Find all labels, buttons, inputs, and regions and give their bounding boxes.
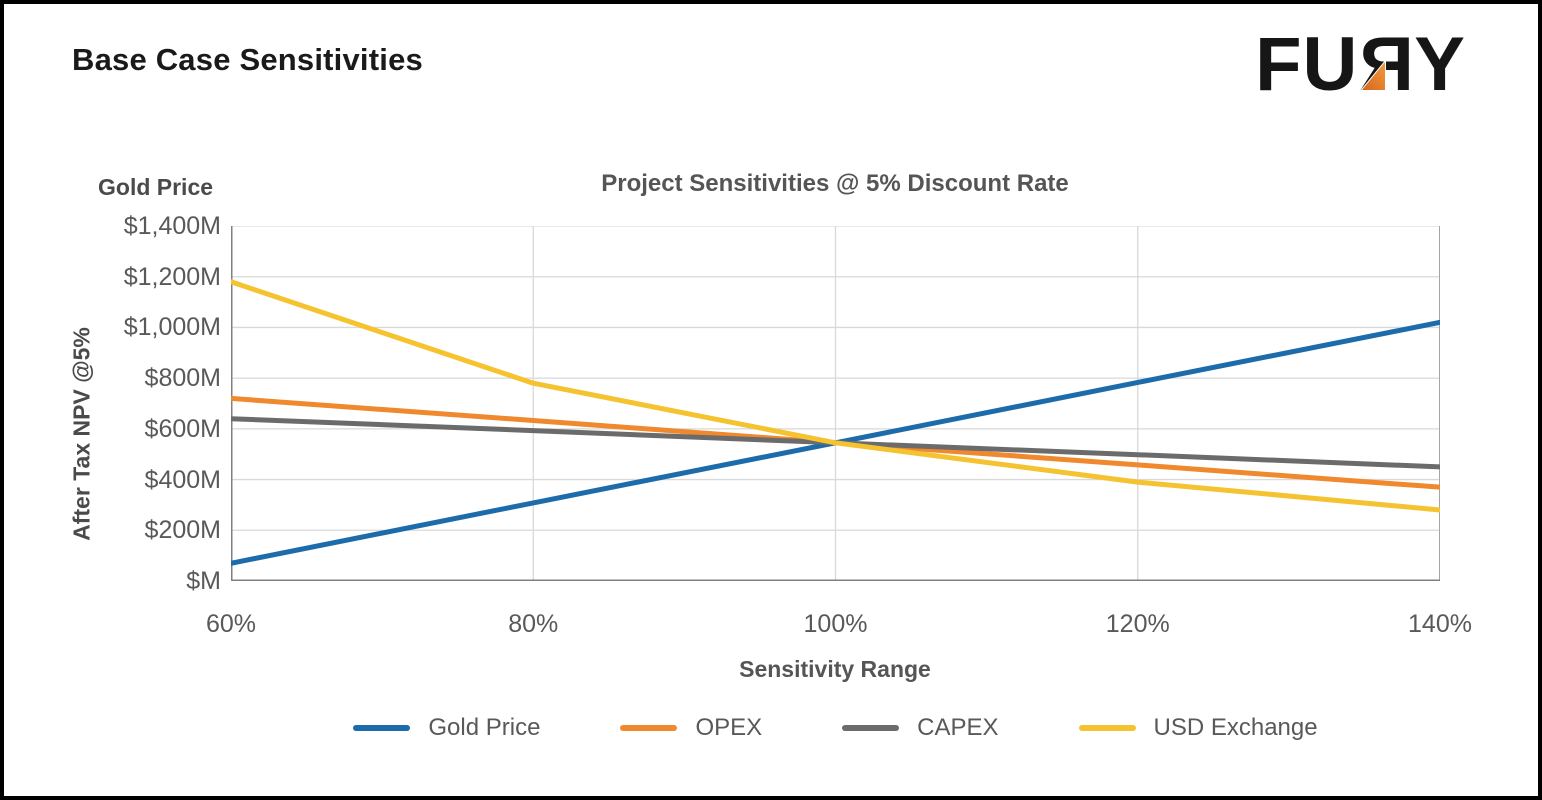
x-axis-title: Sensitivity Range xyxy=(739,656,931,682)
legend-swatch-icon xyxy=(353,725,411,731)
legend-item-usd-exchange: USD Exchange xyxy=(1078,714,1318,742)
logo-letters-fu: FU xyxy=(1255,22,1359,107)
gold-price-axis-label: Gold Price xyxy=(98,174,214,200)
page-title: Base Case Sensitivities xyxy=(72,42,423,77)
legend-label: OPEX xyxy=(695,714,763,741)
legend-item-gold-price: Gold Price xyxy=(353,714,540,742)
x-tick-label: 100% xyxy=(803,610,868,638)
x-tick-label: 120% xyxy=(1105,610,1170,638)
legend-swatch-icon xyxy=(620,725,678,731)
legend-item-opex: OPEX xyxy=(620,714,762,742)
chart-title: Project Sensitivities @ 5% Discount Rate xyxy=(601,170,1069,197)
y-tick-label: $600M xyxy=(144,414,221,443)
y-tick-label: $M xyxy=(186,567,221,595)
y-tick-label: $200M xyxy=(144,516,221,545)
logo-letter-r: R xyxy=(1358,22,1414,107)
x-tick-label: 140% xyxy=(1408,610,1472,638)
fury-logo: FUR Y xyxy=(1255,22,1466,107)
y-tick-label: $1,000M xyxy=(123,313,221,342)
legend-label: USD Exchange xyxy=(1153,714,1318,741)
logo-arrow-icon xyxy=(1361,61,1387,91)
y-tick-label: $400M xyxy=(144,465,221,494)
logo-letter-y: Y xyxy=(1414,22,1466,107)
legend-label: Gold Price xyxy=(428,714,541,741)
legend-swatch-icon xyxy=(842,725,900,731)
y-tick-label: $800M xyxy=(144,364,221,393)
x-tick-label: 80% xyxy=(508,610,559,638)
series-line-usd-exchange xyxy=(231,279,1440,513)
plot-area xyxy=(231,226,1440,581)
legend-label: CAPEX xyxy=(917,714,999,741)
y-tick-label: $1,200M xyxy=(123,262,221,291)
legend-item-capex: CAPEX xyxy=(842,714,999,742)
legend: Gold Price OPEX CAPEX USD Exchange xyxy=(231,714,1440,742)
y-tick-label: $1,400M xyxy=(123,212,221,240)
x-tick-label: 60% xyxy=(205,610,257,638)
legend-swatch-icon xyxy=(1078,725,1136,731)
